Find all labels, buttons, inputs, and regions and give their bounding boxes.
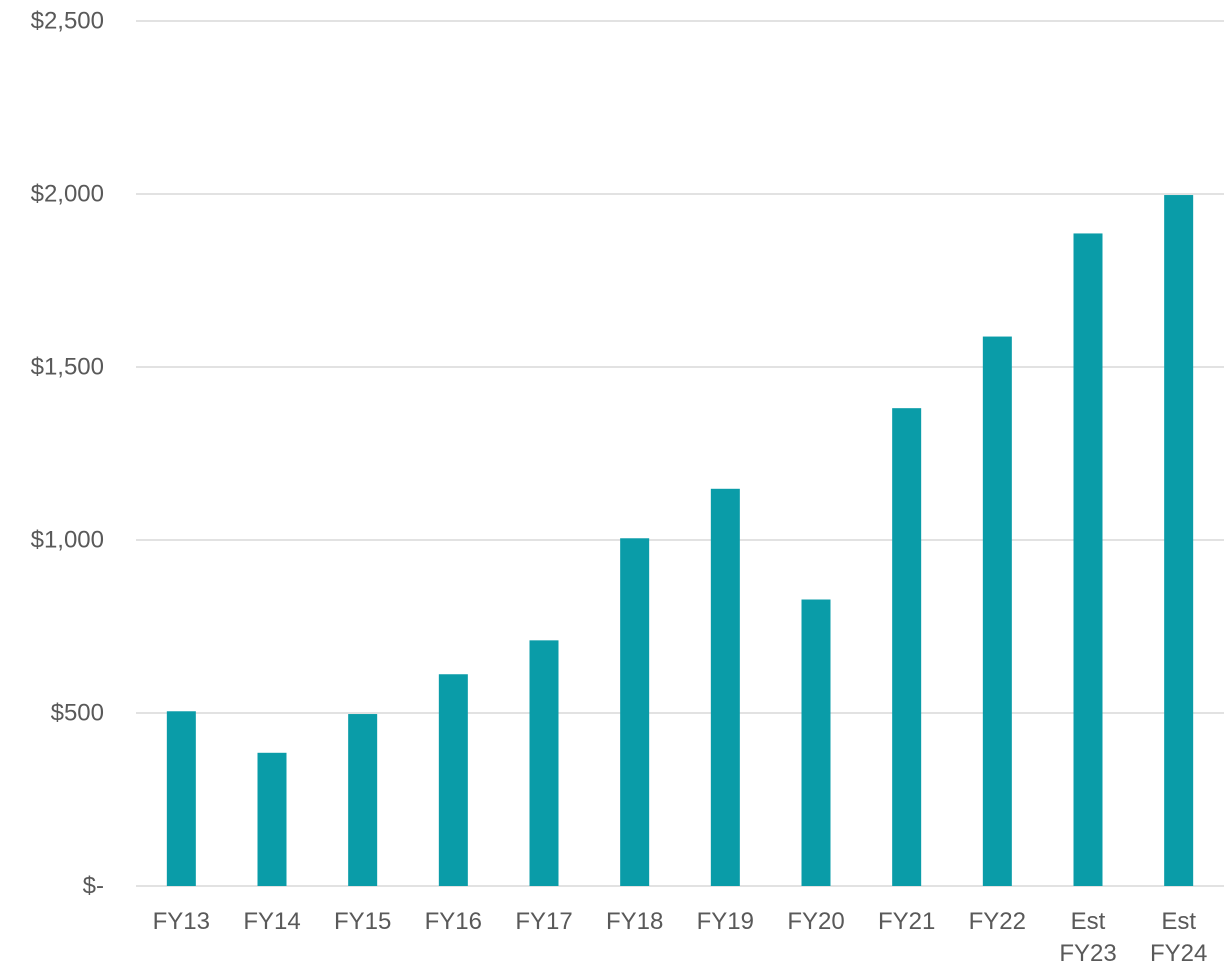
x-tick-label-line: FY21 <box>878 908 935 935</box>
bars <box>166 195 1194 887</box>
x-tick-label-line: FY14 <box>243 908 300 935</box>
x-tick-label: FY16 <box>425 908 482 935</box>
bar <box>1164 195 1194 887</box>
y-tick-label: $- <box>83 873 104 900</box>
x-tick-label-line: FY16 <box>425 908 482 935</box>
x-tick-label-line: FY17 <box>515 908 572 935</box>
x-tick-label-line: FY15 <box>334 908 391 935</box>
x-tick-label-line: FY18 <box>606 908 663 935</box>
bar <box>620 538 650 886</box>
bar <box>348 714 378 886</box>
x-tick-label-line: FY20 <box>787 908 844 935</box>
bar <box>801 599 831 886</box>
bar <box>892 408 922 886</box>
x-tick-label: Est FY24 <box>1150 908 1207 967</box>
bar <box>1073 233 1103 887</box>
x-tick-label-line: Est <box>1071 908 1106 935</box>
x-tick-label-line: FY22 <box>969 908 1026 935</box>
x-axis-tick-labels: FY13 FY14 FY15 FY16 FY17 FY18 FY19 FY20 FY21 FY22… <box>153 908 1208 967</box>
bar <box>529 640 559 886</box>
x-tick-label: Est FY23 <box>1059 908 1116 967</box>
x-tick-label-line: FY13 <box>153 908 210 935</box>
x-tick-label: FY15 <box>334 908 391 935</box>
y-tick-label: $2,000 <box>31 181 104 208</box>
y-tick-label: $1,500 <box>31 354 104 381</box>
bar <box>982 336 1012 886</box>
x-tick-label: FY22 <box>969 908 1026 935</box>
y-axis-tick-labels: $- $500 $1,000 $1,500 $2,000 $2,500 <box>31 8 104 900</box>
x-tick-label-line: FY24 <box>1150 940 1207 967</box>
x-tick-label-line: Est <box>1161 908 1196 935</box>
x-tick-label: FY17 <box>515 908 572 935</box>
x-tick-label: FY13 <box>153 908 210 935</box>
x-tick-label: FY14 <box>243 908 300 935</box>
y-tick-label: $1,000 <box>31 527 104 554</box>
x-tick-label: FY18 <box>606 908 663 935</box>
bar <box>166 711 196 886</box>
x-tick-label: FY20 <box>787 908 844 935</box>
y-tick-label: $2,500 <box>31 8 104 35</box>
x-tick-label: FY21 <box>878 908 935 935</box>
y-tick-label: $500 <box>51 700 104 727</box>
bar <box>257 752 287 886</box>
x-tick-label-line: FY23 <box>1059 940 1116 967</box>
bar <box>438 674 468 886</box>
x-tick-label-line: FY19 <box>697 908 754 935</box>
x-tick-label: FY19 <box>697 908 754 935</box>
gridlines <box>136 20 1224 887</box>
bar <box>710 488 740 886</box>
